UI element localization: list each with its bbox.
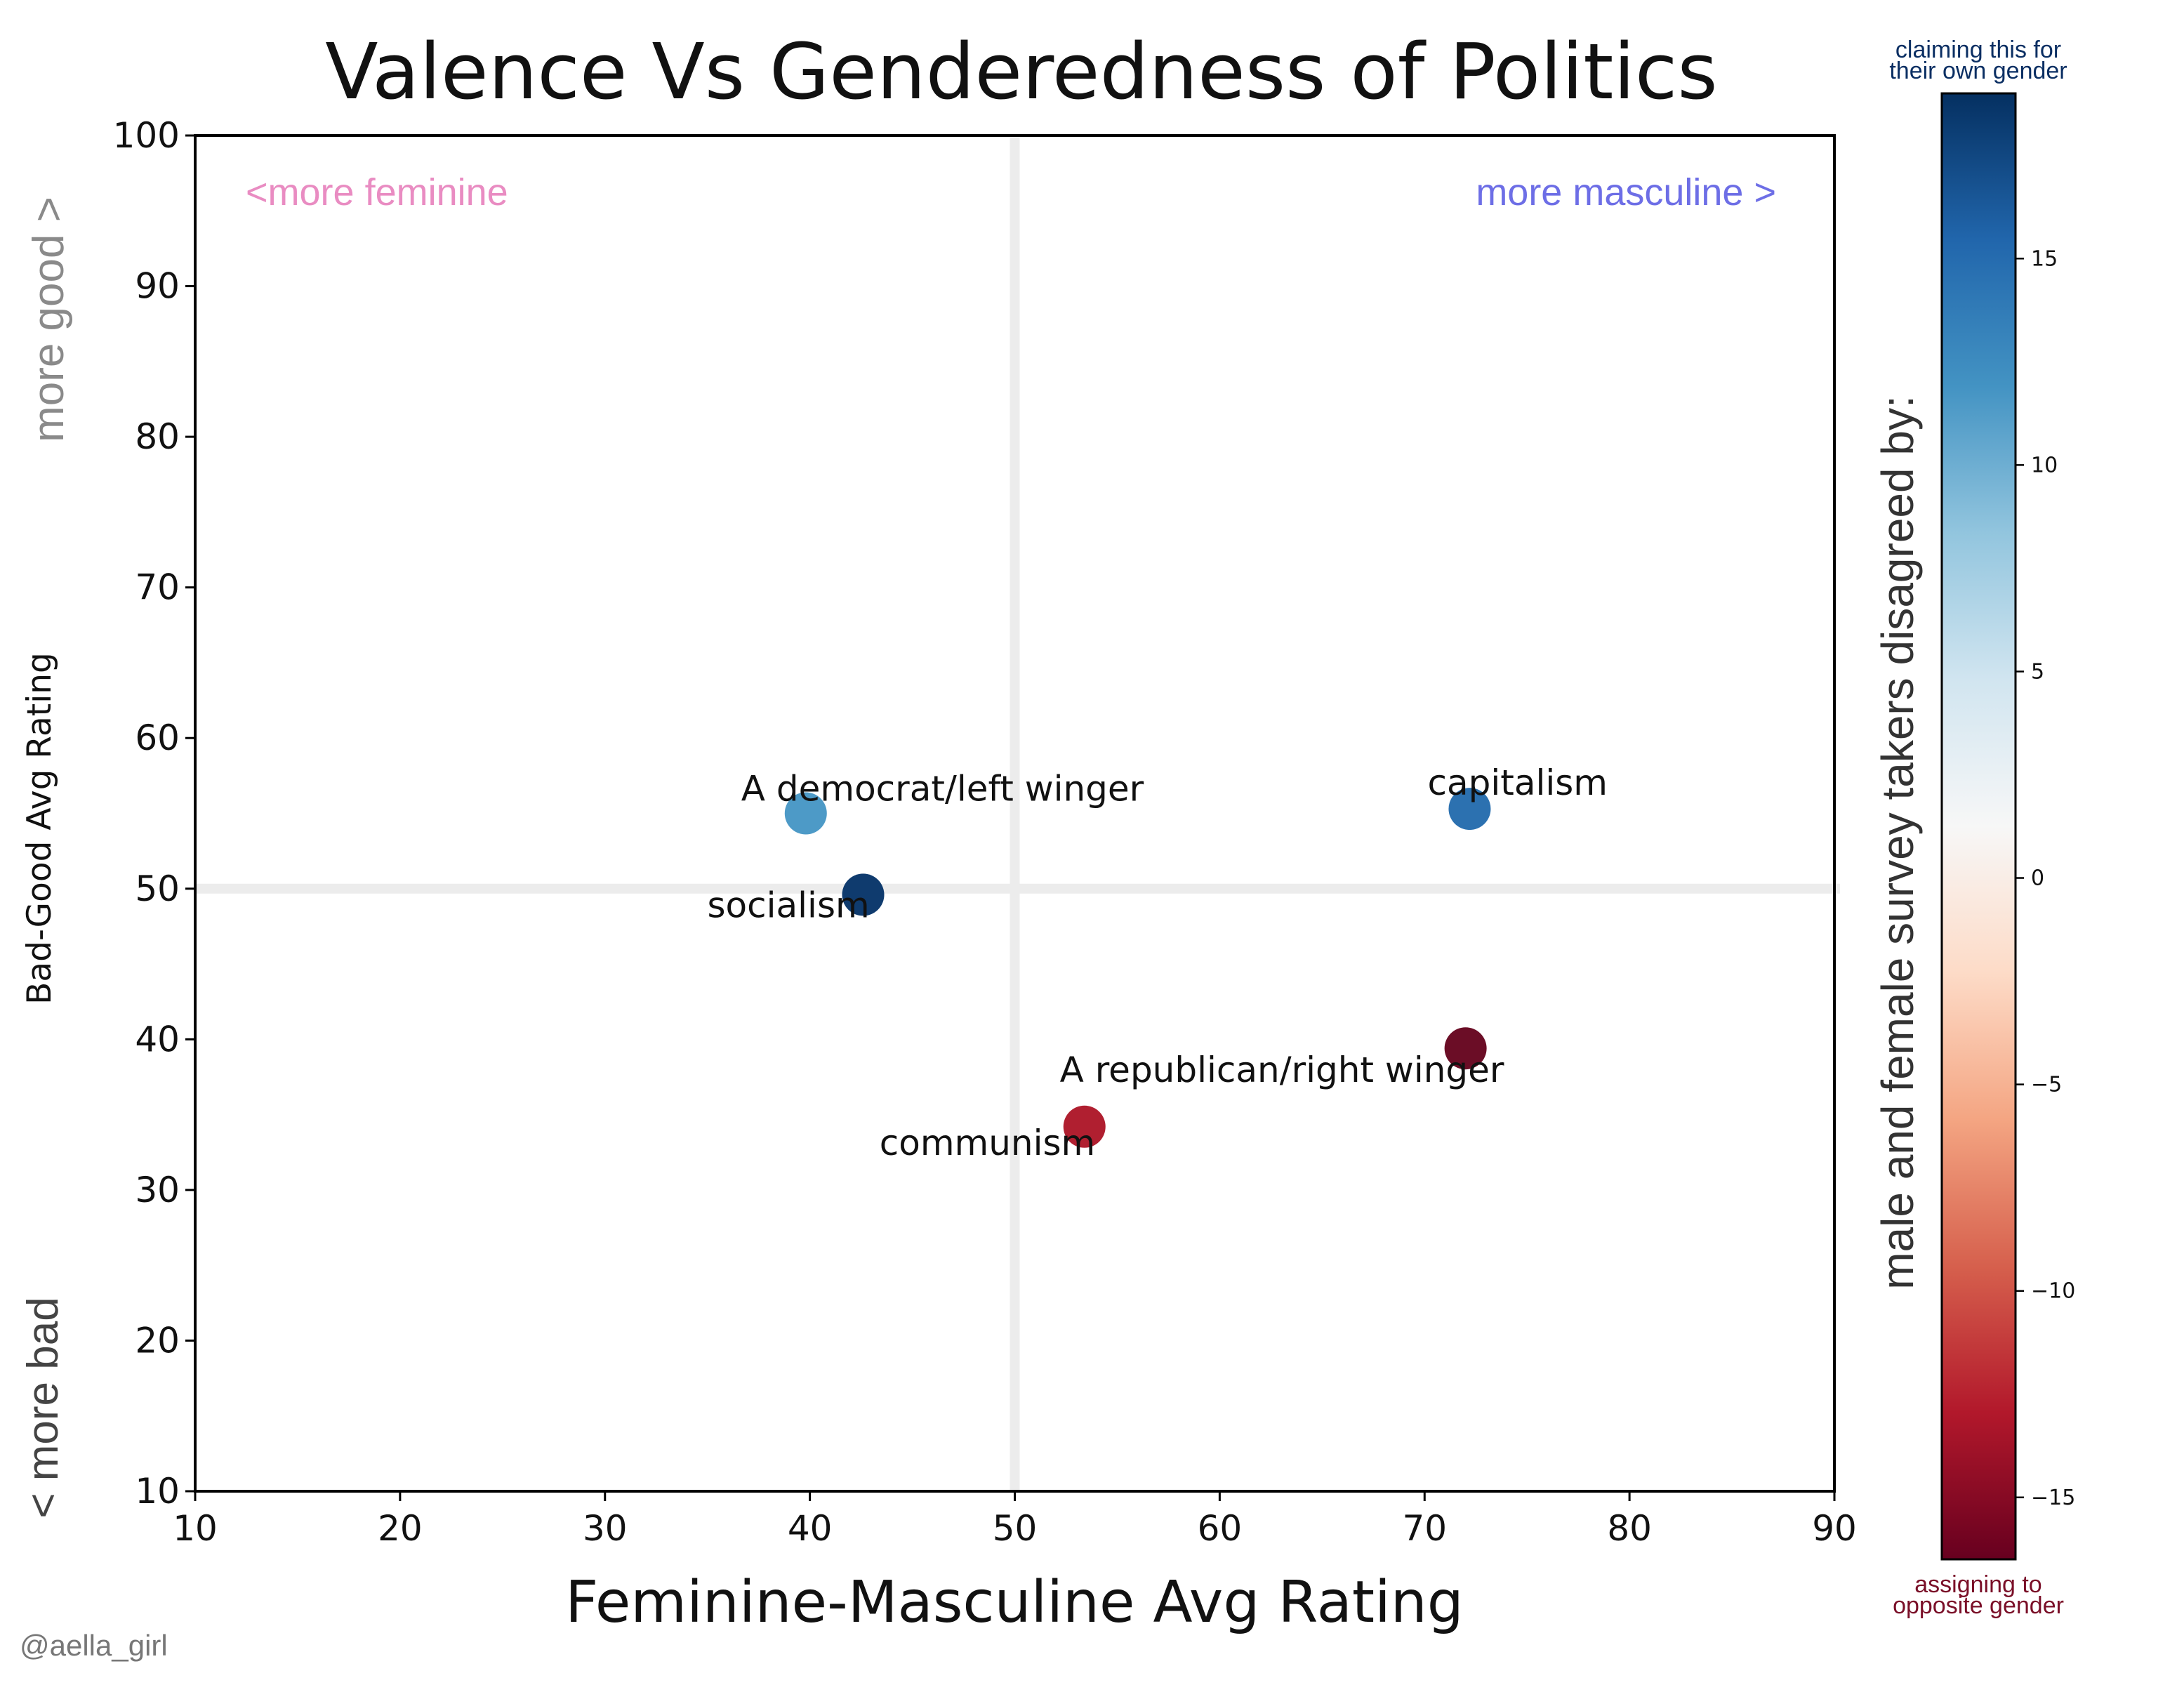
y-axis: 10 20 30 40 50 60 70 80 90 100 [113, 115, 195, 1512]
data-point-label: A republican/right winger [1060, 1050, 1504, 1090]
y-tick-label: 10 [135, 1471, 180, 1512]
x-axis-label: Feminine-Masculine Avg Rating [565, 1569, 1464, 1636]
data-points: A democrat/left winger socialism capitalis… [708, 762, 1608, 1163]
x-tick-label: 10 [173, 1508, 218, 1549]
colorbar-tick-label: 15 [2031, 246, 2058, 271]
data-point-label: communism [880, 1123, 1096, 1163]
x-tick-label: 40 [788, 1508, 833, 1549]
y-tick-label: 100 [113, 115, 180, 156]
y-tick-label: 30 [135, 1170, 180, 1210]
y-tick-label: 50 [135, 868, 180, 909]
x-tick-label: 50 [993, 1508, 1038, 1549]
colorbar-gradient [1940, 92, 2017, 1561]
y-axis-label: Bad-Good Avg Rating [20, 652, 59, 1005]
colorbar-top-caption-line-1: claiming this for [1895, 37, 2061, 63]
more-masculine-annotation: more masculine > [1476, 171, 1776, 213]
x-tick-label: 60 [1198, 1508, 1243, 1549]
y-tick-label: 80 [135, 416, 180, 457]
colorbar-bottom-caption-line-1: assigning to [1914, 1571, 2041, 1598]
x-tick-label: 90 [1812, 1508, 1857, 1549]
colorbar-label: male and female survey takers disagreed … [1872, 395, 1923, 1290]
colorbar-bottom-caption-line-2: opposite gender [1893, 1592, 2064, 1619]
data-point [1444, 1027, 1487, 1070]
colorbar-tick-label: −5 [2031, 1073, 2062, 1097]
colorbar-top-caption-line-2: their own gender [1889, 58, 2067, 84]
x-tick-label: 70 [1402, 1508, 1447, 1549]
colorbar-tick-label: −15 [2031, 1486, 2075, 1510]
y-tick-label: 70 [135, 567, 180, 608]
x-tick-label: 80 [1607, 1508, 1652, 1549]
y-tick-label: 20 [135, 1320, 180, 1361]
y-tick-label: 40 [135, 1019, 180, 1059]
data-point-label: A democrat/left winger [741, 769, 1144, 810]
colorbar: 15 10 5 0 −5 −10 −15 claiming this for their o… [1872, 37, 2075, 1619]
chart-title: Valence Vs Genderedness of Politics [325, 27, 1717, 117]
data-point-label: socialism [708, 885, 870, 925]
data-point [842, 873, 885, 916]
more-good-annotation: more good > [25, 197, 73, 442]
x-tick-label: 20 [378, 1508, 423, 1549]
colorbar-tick-label: 10 [2031, 453, 2058, 477]
y-tick-label: 90 [135, 266, 180, 307]
x-axis: 10 20 30 40 50 60 70 80 90 [173, 1491, 1857, 1549]
data-point [1063, 1105, 1106, 1148]
more-bad-annotation: < more bad [19, 1297, 67, 1518]
colorbar-ticks: 15 10 5 0 −5 −10 −15 [2016, 246, 2075, 1510]
reference-lines [195, 136, 1840, 1491]
data-point [1448, 788, 1491, 831]
credit-text: @aella_girl [20, 1629, 168, 1662]
colorbar-tick-label: 5 [2031, 659, 2044, 684]
x-tick-label: 30 [583, 1508, 628, 1549]
data-point [784, 792, 827, 835]
more-feminine-annotation: <more feminine [246, 171, 508, 213]
colorbar-tick-label: −10 [2031, 1279, 2075, 1304]
data-point-label: capitalism [1427, 762, 1608, 803]
colorbar-tick-label: 0 [2031, 866, 2044, 891]
y-tick-label: 60 [135, 718, 180, 758]
